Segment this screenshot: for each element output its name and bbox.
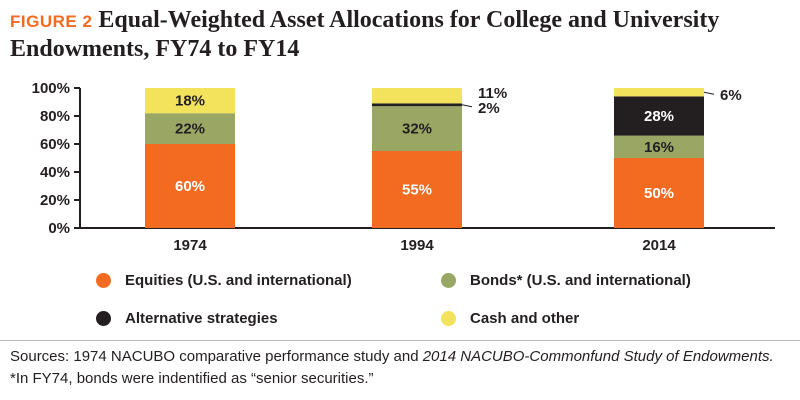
bar-segment <box>372 106 462 151</box>
data-label: 32% <box>402 121 432 138</box>
data-label: 28% <box>644 108 674 125</box>
data-label: 60% <box>175 178 205 195</box>
x-category-label: 1994 <box>400 237 434 254</box>
data-label: 50% <box>644 185 674 202</box>
legend-label-alternative: Alternative strategies <box>125 310 278 327</box>
legend-swatch-alternative <box>96 311 111 326</box>
legend-swatch-cash <box>441 311 456 326</box>
bar-segment <box>614 96 704 136</box>
data-label: 22% <box>175 121 205 138</box>
sources-text-2: *In FY74, bonds were indentified as “sen… <box>10 370 374 387</box>
bar-segment <box>145 113 235 144</box>
x-category-label: 2014 <box>642 237 676 254</box>
data-label: 11% <box>478 85 507 102</box>
data-label: 55% <box>402 182 432 199</box>
bar-segment <box>145 144 235 228</box>
footer-divider <box>0 340 800 341</box>
bar-segment <box>372 103 462 107</box>
bar-segment <box>372 151 462 228</box>
legend-item-alternative: Alternative strategies <box>96 310 278 327</box>
bar-segment <box>372 88 462 104</box>
bar-segment <box>614 135 704 158</box>
y-tick-label: 40% <box>40 164 70 181</box>
sources-text-1: Sources: 1974 NACUBO comparative perform… <box>10 348 423 365</box>
figure-header: FIGURE 2 Equal-Weighted Asset Allocations… <box>10 6 790 64</box>
legend-label-bonds: Bonds* (U.S. and international) <box>470 272 691 289</box>
bar-segment <box>614 158 704 228</box>
stacked-bar-chart: 0%20%40%60%80%100%60%22%18%197455%32%2%1… <box>32 80 775 254</box>
legend-swatch-bonds <box>441 273 456 288</box>
y-tick-label: 80% <box>40 108 70 125</box>
figure-label: FIGURE 2 <box>10 12 93 31</box>
data-label: 16% <box>644 139 674 156</box>
data-label-leader <box>461 104 473 108</box>
legend-item-equities: Equities (U.S. and international) <box>96 272 352 289</box>
y-tick-label: 100% <box>32 80 70 97</box>
y-tick-label: 0% <box>48 220 70 237</box>
x-category-label: 1974 <box>173 237 207 254</box>
data-label-leader <box>703 91 715 95</box>
sources-note: Sources: 1974 NACUBO comparative perform… <box>10 346 795 390</box>
y-tick-label: 20% <box>40 192 70 209</box>
figure-title: Equal-Weighted Asset Allocations for Col… <box>10 7 720 62</box>
y-tick-label: 60% <box>40 136 70 153</box>
legend-item-bonds: Bonds* (U.S. and international) <box>441 272 691 289</box>
legend-item-cash: Cash and other <box>441 310 579 327</box>
sources-study-title: 2014 NACUBO-Commonfund Study of Endowmen… <box>422 348 774 365</box>
data-label: 6% <box>720 87 742 104</box>
data-label: 18% <box>175 93 205 110</box>
legend-label-equities: Equities (U.S. and international) <box>125 272 352 289</box>
legend-label-cash: Cash and other <box>470 310 580 327</box>
legend-swatch-equities <box>96 273 111 288</box>
data-label: 2% <box>478 100 500 117</box>
bar-segment <box>614 88 704 97</box>
bar-segment <box>145 88 235 114</box>
